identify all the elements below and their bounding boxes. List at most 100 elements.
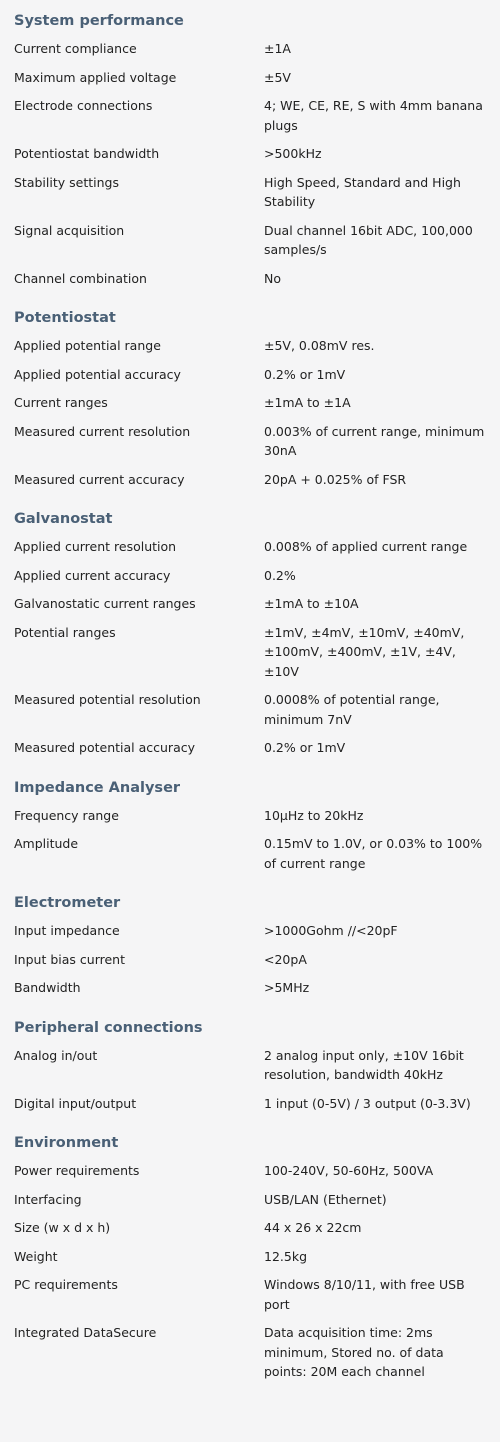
spec-row: Stability settings High Speed, Standard a… <box>14 173 486 221</box>
spec-row: Bandwidth >5MHz <box>14 978 486 1007</box>
spec-row: Weight 12.5kg <box>14 1247 486 1276</box>
spec-label: Input bias current <box>14 951 125 967</box>
spec-label: Input impedance <box>14 923 120 938</box>
spec-label: Measured current accuracy <box>14 471 185 487</box>
spec-section: Environment Power requirements 100-240V, 5… <box>14 1134 486 1391</box>
spec-value: ±5V <box>264 69 291 85</box>
spec-value: No <box>264 270 281 286</box>
spec-row: Digital input/output 1 input (0-5V) / 3 o… <box>14 1094 486 1123</box>
spec-label: PC requirements <box>14 1277 118 1292</box>
spec-label: Channel combination <box>14 270 147 286</box>
spec-value: 12.5kg <box>264 1248 308 1264</box>
spec-row: Power requirements 100-240V, 50-60Hz, 500… <box>14 1161 486 1190</box>
spec-value: ±1A <box>264 41 291 56</box>
spec-rows: Frequency range 10µHz to 20kHz Amplitude 0.… <box>14 806 486 883</box>
spec-value: ±5V, 0.08mV res. <box>264 338 375 353</box>
spec-row: Measured current accuracy 20pA + 0.025% o… <box>14 470 486 499</box>
spec-label: Electrode connections <box>14 98 153 113</box>
section-title: Peripheral connections <box>14 1019 203 1036</box>
spec-value: 1 input (0-5V) / 3 output (0-3.3V) <box>264 1095 471 1111</box>
spec-value: High Speed, Standard and High Stability <box>264 174 461 210</box>
spec-value: 0.008% of applied current range <box>264 539 468 554</box>
section-title: Impedance Analyser <box>14 779 181 796</box>
spec-row: PC requirements Windows 8/10/11, with fre… <box>14 1275 486 1323</box>
spec-value: 0.15mV to 1.0V, or 0.03% to 100% of curr… <box>264 836 483 871</box>
spec-row: Potential ranges ±1mV, ±4mV, ±10mV, ±40mV… <box>14 623 486 691</box>
spec-rows: Input impedance >1000Gohm //<20pF Input bi… <box>14 921 486 1007</box>
spec-row: Applied potential accuracy 0.2% or 1mV <box>14 365 486 394</box>
spec-value: Windows 8/10/11, with free USB port <box>264 1277 465 1312</box>
spec-value: 10µHz to 20kHz <box>264 807 364 823</box>
spec-label: Potentiostat bandwidth <box>14 146 160 161</box>
spec-section: System performance Current compliance ±1A M… <box>14 12 486 297</box>
spec-row: Potentiostat bandwidth >500kHz <box>14 144 486 173</box>
spec-label: Interfacing <box>14 1191 82 1207</box>
spec-label: Bandwidth <box>14 980 81 995</box>
spec-section: Electrometer Input impedance >1000Gohm //<… <box>14 894 486 1007</box>
spec-label: Current ranges <box>14 395 108 410</box>
spec-row: Input impedance >1000Gohm //<20pF <box>14 921 486 950</box>
spec-section: Galvanostat Applied current resolution 0.0… <box>14 510 486 767</box>
spec-rows: Analog in/out 2 analog input only, ±10V 1… <box>14 1046 486 1123</box>
spec-value: 0.2% <box>264 567 296 583</box>
spec-row: Integrated DataSecure Data acquisition ti… <box>14 1323 486 1391</box>
spec-value: Data acquisition time: 2ms minimum, Stor… <box>264 1325 444 1379</box>
spec-row: Measured potential accuracy 0.2% or 1mV <box>14 738 486 767</box>
spec-row: Applied current resolution 0.008% of appl… <box>14 537 486 566</box>
spec-label: Analog in/out <box>14 1047 98 1063</box>
spec-value: ±1mA to ±10A <box>264 596 359 611</box>
spec-label: Maximum applied voltage <box>14 69 177 85</box>
spec-row: Signal acquisition Dual channel 16bit ADC… <box>14 221 486 269</box>
spec-row: Analog in/out 2 analog input only, ±10V 1… <box>14 1046 486 1094</box>
spec-value: 0.0008% of potential range, minimum 7nV <box>264 692 440 727</box>
spec-label: Measured potential accuracy <box>14 740 196 755</box>
spec-label: Applied current resolution <box>14 539 177 554</box>
spec-label: Digital input/output <box>14 1095 137 1111</box>
spec-row: Measured potential resolution 0.0008% of … <box>14 690 486 738</box>
spec-row: Interfacing USB/LAN (Ethernet) <box>14 1190 486 1219</box>
spec-value: 0.2% or 1mV <box>264 740 346 755</box>
spec-label: Measured current resolution <box>14 423 191 439</box>
spec-value: 2 analog input only, ±10V 16bit resoluti… <box>264 1047 464 1083</box>
spec-value: 20pA + 0.025% of FSR <box>264 471 407 487</box>
spec-row: Frequency range 10µHz to 20kHz <box>14 806 486 835</box>
spec-label: Amplitude <box>14 836 79 851</box>
spec-value: 0.2% or 1mV <box>264 366 346 382</box>
spec-row: Measured current resolution 0.003% of cur… <box>14 422 486 470</box>
spec-label: Applied current accuracy <box>14 567 171 583</box>
section-title: System performance <box>14 13 184 29</box>
spec-rows: Current compliance ±1A Maximum applied vol… <box>14 39 486 297</box>
section-title: Galvanostat <box>14 511 113 527</box>
spec-row: Applied potential range ±5V, 0.08mV res. <box>14 336 486 365</box>
spec-row: Amplitude 0.15mV to 1.0V, or 0.03% to 100… <box>14 834 486 882</box>
spec-rows: Applied potential range ±5V, 0.08mV res. A… <box>14 336 486 498</box>
section-title: Electrometer <box>14 895 121 911</box>
section-title: Potentiostat <box>14 310 116 326</box>
spec-rows: Applied current resolution 0.008% of appl… <box>14 537 486 767</box>
spec-label: Size (w x d x h) <box>14 1220 111 1235</box>
spec-value: <20pA <box>264 951 307 967</box>
spec-label: Signal acquisition <box>14 222 125 238</box>
spec-value: Dual channel 16bit ADC, 100,000 samples/… <box>264 222 473 258</box>
spec-section: Peripheral connections Analog in/out 2 ana… <box>14 1019 486 1123</box>
section-title: Environment <box>14 1135 119 1151</box>
spec-row: Current compliance ±1A <box>14 39 486 68</box>
spec-label: Integrated DataSecure <box>14 1325 157 1340</box>
spec-label: Applied potential accuracy <box>14 366 181 382</box>
spec-label: Stability settings <box>14 174 119 190</box>
spec-label: Potential ranges <box>14 624 116 640</box>
spec-value: 4; WE, CE, RE, S with 4mm banana plugs <box>264 98 483 133</box>
spec-value: USB/LAN (Ethernet) <box>264 1191 387 1207</box>
spec-section: Potentiostat Applied potential range ±5V, … <box>14 309 486 498</box>
spec-rows: Power requirements 100-240V, 50-60Hz, 500… <box>14 1161 486 1391</box>
spec-label: Galvanostatic current ranges <box>14 596 196 611</box>
spec-row: Maximum applied voltage ±5V <box>14 68 486 97</box>
spec-value: 100-240V, 50-60Hz, 500VA <box>264 1163 434 1178</box>
spec-value: ±1mV, ±4mV, ±10mV, ±40mV, ±100mV, ±400mV… <box>264 624 465 679</box>
spec-label: Current compliance <box>14 41 137 56</box>
spec-row: Applied current accuracy 0.2% <box>14 566 486 595</box>
spec-value: 44 x 26 x 22cm <box>264 1220 362 1235</box>
spec-value: >1000Gohm //<20pF <box>264 923 398 938</box>
spec-row: Channel combination No <box>14 269 486 298</box>
spec-row: Input bias current <20pA <box>14 950 486 979</box>
